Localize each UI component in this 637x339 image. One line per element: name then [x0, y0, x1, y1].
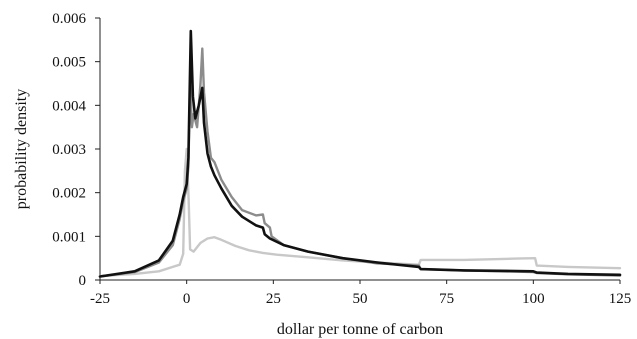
x-tick-label: 125: [609, 291, 632, 307]
y-tick-label: 0.006: [52, 11, 86, 27]
y-axis-title: probability density: [13, 89, 30, 209]
x-tick-label: 25: [266, 291, 281, 307]
series-line-2: [98, 47, 622, 278]
series-line-1: [98, 147, 622, 278]
x-tick-label: 100: [522, 291, 545, 307]
x-tick-label: 75: [439, 291, 454, 307]
x-tick-label: 50: [353, 291, 368, 307]
y-tick-label: 0: [79, 273, 87, 289]
y-tick-label: 0.004: [52, 98, 86, 114]
tick-labels: -25 0 25 50 75 100 12500.0010.0020.0030.0040.0…: [52, 11, 631, 307]
x-tick-label: 0: [183, 291, 191, 307]
y-tick-label: 0.001: [52, 229, 86, 245]
y-tick-label: 0.002: [52, 186, 86, 202]
x-tick-label: -25: [90, 291, 110, 307]
axes: [95, 17, 621, 284]
x-axis-title: dollar per tonne of carbon: [277, 321, 443, 338]
series-line-3: [98, 29, 622, 278]
y-tick-label: 0.005: [52, 55, 86, 71]
series-group: [98, 29, 622, 278]
y-tick-label: 0.003: [52, 142, 86, 158]
